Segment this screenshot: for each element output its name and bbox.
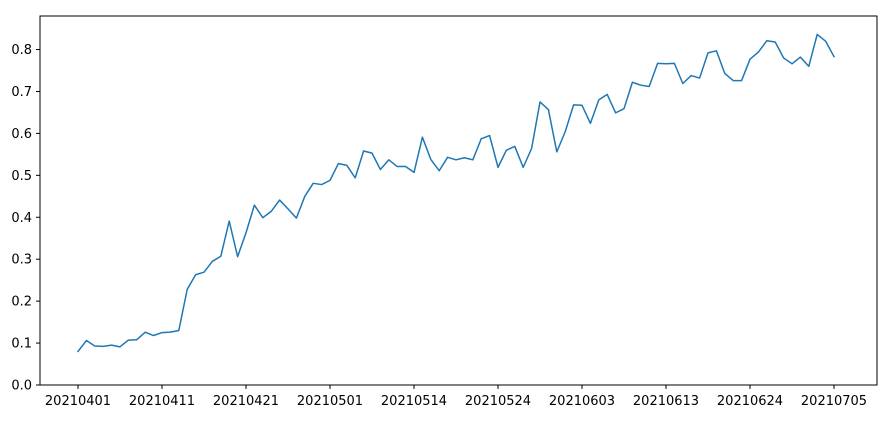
y-tick-label: 0.6 — [11, 127, 32, 142]
y-tick-label: 0.8 — [11, 43, 32, 58]
x-tick-label: 20210421 — [213, 394, 279, 409]
x-tick-label: 20210501 — [297, 394, 363, 409]
y-tick-label: 0.4 — [11, 211, 32, 226]
plot-area-frame — [39, 15, 878, 386]
y-tick-label: 0.5 — [11, 169, 32, 184]
y-tick-label: 0.1 — [11, 337, 32, 352]
y-tick-label: 0.0 — [11, 379, 32, 394]
x-tick-label: 20210524 — [465, 394, 531, 409]
y-axis-ticks: 0.0 0.1 0.2 0.3 0.4 0.5 0.6 0.7 0.8 — [11, 43, 40, 394]
x-tick-label: 20210514 — [381, 394, 447, 409]
x-tick-label: 20210401 — [45, 394, 111, 409]
x-axis-ticks: 20210401 20210411 20210421 20210501 20210514… — [45, 385, 867, 409]
x-tick-label: 20210411 — [129, 394, 195, 409]
x-tick-label: 20210705 — [801, 394, 867, 409]
y-tick-label: 0.3 — [11, 253, 32, 268]
x-tick-label: 20210624 — [717, 394, 783, 409]
y-tick-label: 0.7 — [11, 85, 32, 100]
x-tick-label: 20210603 — [549, 394, 615, 409]
series-line — [76, 33, 836, 353]
y-tick-label: 0.2 — [11, 295, 32, 310]
x-tick-label: 20210613 — [633, 394, 699, 409]
